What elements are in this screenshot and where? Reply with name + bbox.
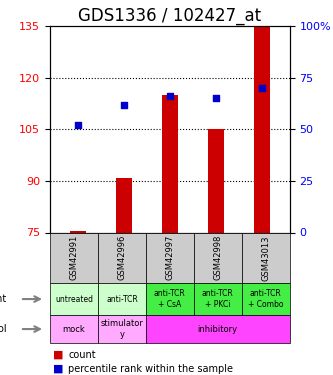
Text: anti-TCR
+ PKCi: anti-TCR + PKCi [202, 290, 234, 309]
Point [259, 85, 265, 91]
Text: GSM42991: GSM42991 [69, 235, 79, 280]
Bar [70, 231, 86, 232]
Text: anti-TCR: anti-TCR [106, 295, 138, 304]
Bar [116, 177, 132, 232]
Text: anti-TCR
+ CsA: anti-TCR + CsA [154, 290, 186, 309]
Point [121, 102, 127, 108]
Bar [208, 129, 224, 232]
Text: ■: ■ [53, 364, 64, 374]
Text: mock: mock [63, 325, 85, 334]
Text: untreated: untreated [55, 295, 93, 304]
Point [75, 122, 80, 128]
Bar [162, 95, 178, 232]
Text: agent: agent [0, 294, 7, 304]
Text: GSM43013: GSM43013 [261, 235, 270, 280]
Text: protocol: protocol [0, 324, 7, 334]
Text: count: count [68, 350, 96, 360]
Text: percentile rank within the sample: percentile rank within the sample [68, 364, 233, 374]
Text: ■: ■ [53, 350, 64, 360]
Text: GSM42998: GSM42998 [213, 235, 222, 280]
Title: GDS1336 / 102427_at: GDS1336 / 102427_at [78, 7, 261, 25]
Text: stimulator
y: stimulator y [101, 320, 143, 339]
Bar [254, 26, 270, 233]
Text: GSM42997: GSM42997 [165, 235, 174, 280]
Point [167, 93, 172, 99]
Text: inhibitory: inhibitory [198, 325, 238, 334]
Text: GSM42996: GSM42996 [117, 235, 127, 280]
Text: anti-TCR
+ Combo: anti-TCR + Combo [248, 290, 283, 309]
Point [213, 96, 218, 102]
